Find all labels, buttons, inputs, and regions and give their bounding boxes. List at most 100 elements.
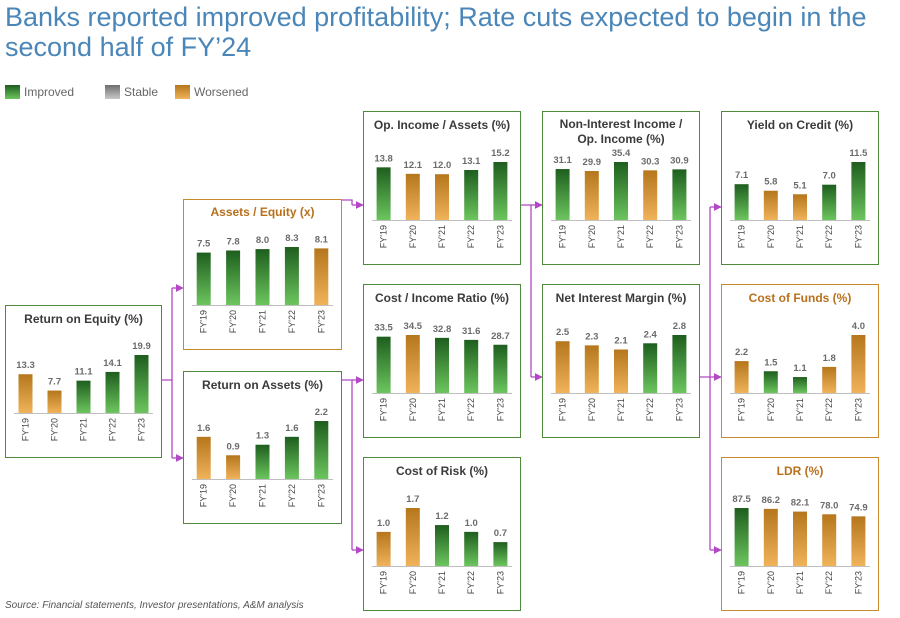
bar-cost_income-2 bbox=[435, 337, 449, 393]
value-label-cost_income-1: 34.5 bbox=[404, 321, 423, 332]
bar-assets_equity-1 bbox=[226, 250, 241, 305]
legend-swatch-improved bbox=[5, 85, 20, 99]
bar-cost_income-3 bbox=[464, 339, 479, 393]
tick-label-ldr-2: FY'21 bbox=[795, 571, 805, 594]
tick-label-op_income_assets-2: FY'21 bbox=[437, 225, 447, 248]
chart-cost-of-risk: Cost of Risk (%) 1.0 FY'19 1.7 FY'20 1.2 FY'2… bbox=[363, 457, 521, 611]
tick-label-cost_of_risk-1: FY'20 bbox=[408, 571, 418, 594]
chart-title: Yield on Credit (%) bbox=[746, 118, 854, 132]
value-label-cost_of_risk-1: 1.7 bbox=[406, 494, 419, 505]
value-label-assets_equity-3: 8.3 bbox=[285, 233, 298, 244]
tick-label-cost_funds-4: FY'23 bbox=[853, 398, 863, 421]
value-label-roa-2: 1.3 bbox=[256, 431, 269, 442]
tick-label-cost_income-4: FY'23 bbox=[495, 398, 505, 421]
tick-label-nii_op_income-2: FY'21 bbox=[616, 225, 626, 248]
value-label-cost_of_risk-2: 1.2 bbox=[435, 511, 448, 522]
chart-assets-equity: Assets / Equity (x) 7.5 FY'19 7.8 FY'20 8.0 F… bbox=[183, 199, 342, 350]
bar-cost_of_risk-2 bbox=[435, 525, 449, 566]
bar-nii_op_income-3 bbox=[643, 170, 658, 220]
tick-label-ldr-4: FY'23 bbox=[853, 571, 863, 594]
value-label-nii_op_income-4: 30.9 bbox=[670, 155, 689, 166]
bar-yield_credit-2 bbox=[793, 194, 807, 220]
tick-label-assets_equity-2: FY'21 bbox=[258, 310, 268, 333]
bar-yield_credit-1 bbox=[763, 190, 778, 220]
value-label-roe-3: 14.1 bbox=[103, 358, 122, 369]
value-label-cost_funds-0: 2.2 bbox=[735, 347, 748, 358]
tick-label-op_income_assets-4: FY'23 bbox=[495, 225, 505, 248]
value-label-yield_credit-1: 5.8 bbox=[764, 177, 777, 188]
chart-return-on-assets: Return on Assets (%) 1.6 FY'19 0.9 FY'20 1.3… bbox=[183, 371, 342, 524]
bar-nii_op_income-0 bbox=[555, 169, 570, 220]
chart-yield-on-credit: Yield on Credit (%) 7.1 FY'19 5.8 FY'20 5.1 F… bbox=[721, 111, 879, 265]
tick-label-cost_income-3: FY'22 bbox=[466, 398, 476, 421]
tick-label-assets_equity-1: FY'20 bbox=[228, 310, 238, 333]
bar-cost_income-4 bbox=[493, 344, 508, 393]
bar-cost_of_risk-4 bbox=[493, 542, 508, 566]
tick-label-roe-3: FY'22 bbox=[108, 418, 118, 441]
bar-op_income_assets-3 bbox=[464, 170, 479, 220]
value-label-nim-1: 2.3 bbox=[585, 331, 598, 342]
value-label-ldr-0: 87.5 bbox=[732, 494, 751, 505]
tick-label-roe-2: FY'21 bbox=[79, 418, 89, 441]
value-label-ldr-3: 78.0 bbox=[820, 500, 839, 511]
chart-return-on-equity: Return on Equity (%) 13.3 FY'19 7.7 FY'20 11… bbox=[5, 305, 162, 458]
chart-non-interest-income: Non-Interest Income / Op. Income (%) 31.… bbox=[542, 111, 700, 265]
bar-roe-2 bbox=[76, 380, 91, 413]
chart-svg-ldr: 87.5 FY'19 86.2 FY'20 82.1 FY'21 78.0 FY'22 74.9… bbox=[730, 494, 870, 594]
chart-ldr: LDR (%) 87.5 FY'19 86.2 FY'20 82.1 FY'21 78.0 F… bbox=[721, 457, 879, 611]
value-label-op_income_assets-2: 12.0 bbox=[433, 160, 452, 171]
chart-svg-yield-on-credit: 7.1 FY'19 5.8 FY'20 5.1 FY'21 7.0 FY'22 11.5 FY'2… bbox=[730, 148, 870, 248]
value-label-ldr-4: 74.9 bbox=[849, 502, 868, 513]
chart-op-income-assets: Op. Income / Assets (%) 13.8 FY'19 12.1 FY'… bbox=[363, 111, 521, 265]
chart-title-line-2: Op. Income (%) bbox=[577, 132, 665, 146]
connector-trunk-roa bbox=[342, 379, 353, 550]
tick-label-nii_op_income-1: FY'20 bbox=[587, 225, 597, 248]
legend-swatch-stable bbox=[105, 85, 120, 99]
tick-label-cost_income-1: FY'20 bbox=[408, 398, 418, 421]
value-label-nim-4: 2.8 bbox=[673, 321, 686, 332]
bar-assets_equity-4 bbox=[314, 248, 329, 305]
bar-yield_credit-0 bbox=[734, 184, 749, 220]
value-label-ldr-1: 86.2 bbox=[762, 495, 781, 506]
value-label-nii_op_income-3: 30.3 bbox=[641, 156, 660, 167]
tick-label-yield_credit-0: FY'19 bbox=[737, 225, 747, 248]
value-label-roa-0: 1.6 bbox=[197, 423, 210, 434]
tick-label-roe-4: FY'23 bbox=[137, 418, 147, 441]
bar-op_income_assets-2 bbox=[435, 174, 449, 220]
value-label-cost_funds-3: 1.8 bbox=[823, 353, 836, 364]
tick-label-yield_credit-2: FY'21 bbox=[795, 225, 805, 248]
chart-svg-return-on-equity: 13.3 FY'19 7.7 FY'20 11.1 FY'21 14.1 FY'22 19.9 F… bbox=[14, 341, 153, 441]
bar-roa-3 bbox=[284, 436, 299, 479]
legend-label-improved: Improved bbox=[24, 85, 75, 99]
bar-ldr-4 bbox=[851, 516, 866, 566]
tick-label-op_income_assets-3: FY'22 bbox=[466, 225, 476, 248]
value-label-ldr-2: 82.1 bbox=[791, 498, 810, 509]
chart-svg-cost-of-funds: 2.2 FY'19 1.5 FY'20 1.1 FY'21 1.8 FY'22 4.0 FY'23 bbox=[730, 321, 870, 421]
bar-cost_of_risk-3 bbox=[464, 531, 479, 566]
value-label-yield_credit-4: 11.5 bbox=[849, 148, 868, 159]
bar-cost_income-0 bbox=[376, 336, 391, 393]
value-label-cost_income-4: 28.7 bbox=[491, 331, 510, 342]
value-label-cost_funds-4: 4.0 bbox=[852, 321, 865, 332]
value-label-assets_equity-1: 7.8 bbox=[226, 236, 239, 247]
chart-cost-of-funds: Cost of Funds (%) 2.2 FY'19 1.5 FY'20 1.1 FY'… bbox=[721, 284, 879, 438]
tick-label-nim-3: FY'22 bbox=[645, 398, 655, 421]
connector-trunk-assets-equity bbox=[342, 199, 353, 205]
tick-label-roa-3: FY'22 bbox=[287, 484, 297, 507]
legend-label-stable: Stable bbox=[124, 85, 159, 99]
bar-roe-0 bbox=[18, 374, 33, 413]
chart-title: Cost of Funds (%) bbox=[748, 291, 852, 305]
value-label-roe-0: 13.3 bbox=[16, 360, 35, 371]
bar-assets_equity-0 bbox=[196, 252, 211, 305]
bar-roe-4 bbox=[134, 355, 149, 413]
tick-label-assets_equity-3: FY'22 bbox=[287, 310, 297, 333]
tick-label-cost_of_risk-2: FY'21 bbox=[437, 571, 447, 594]
chart-title: Return on Equity (%) bbox=[24, 312, 143, 326]
chart-title-line-1: Non-Interest Income / bbox=[559, 117, 683, 131]
bar-yield_credit-4 bbox=[851, 162, 866, 220]
tick-label-roa-1: FY'20 bbox=[228, 484, 238, 507]
tick-label-ldr-3: FY'22 bbox=[824, 571, 834, 594]
bar-nim-4 bbox=[672, 335, 687, 393]
chart-net-interest-margin: Net Interest Margin (%) 2.5 FY'19 2.3 FY'20… bbox=[542, 284, 700, 438]
